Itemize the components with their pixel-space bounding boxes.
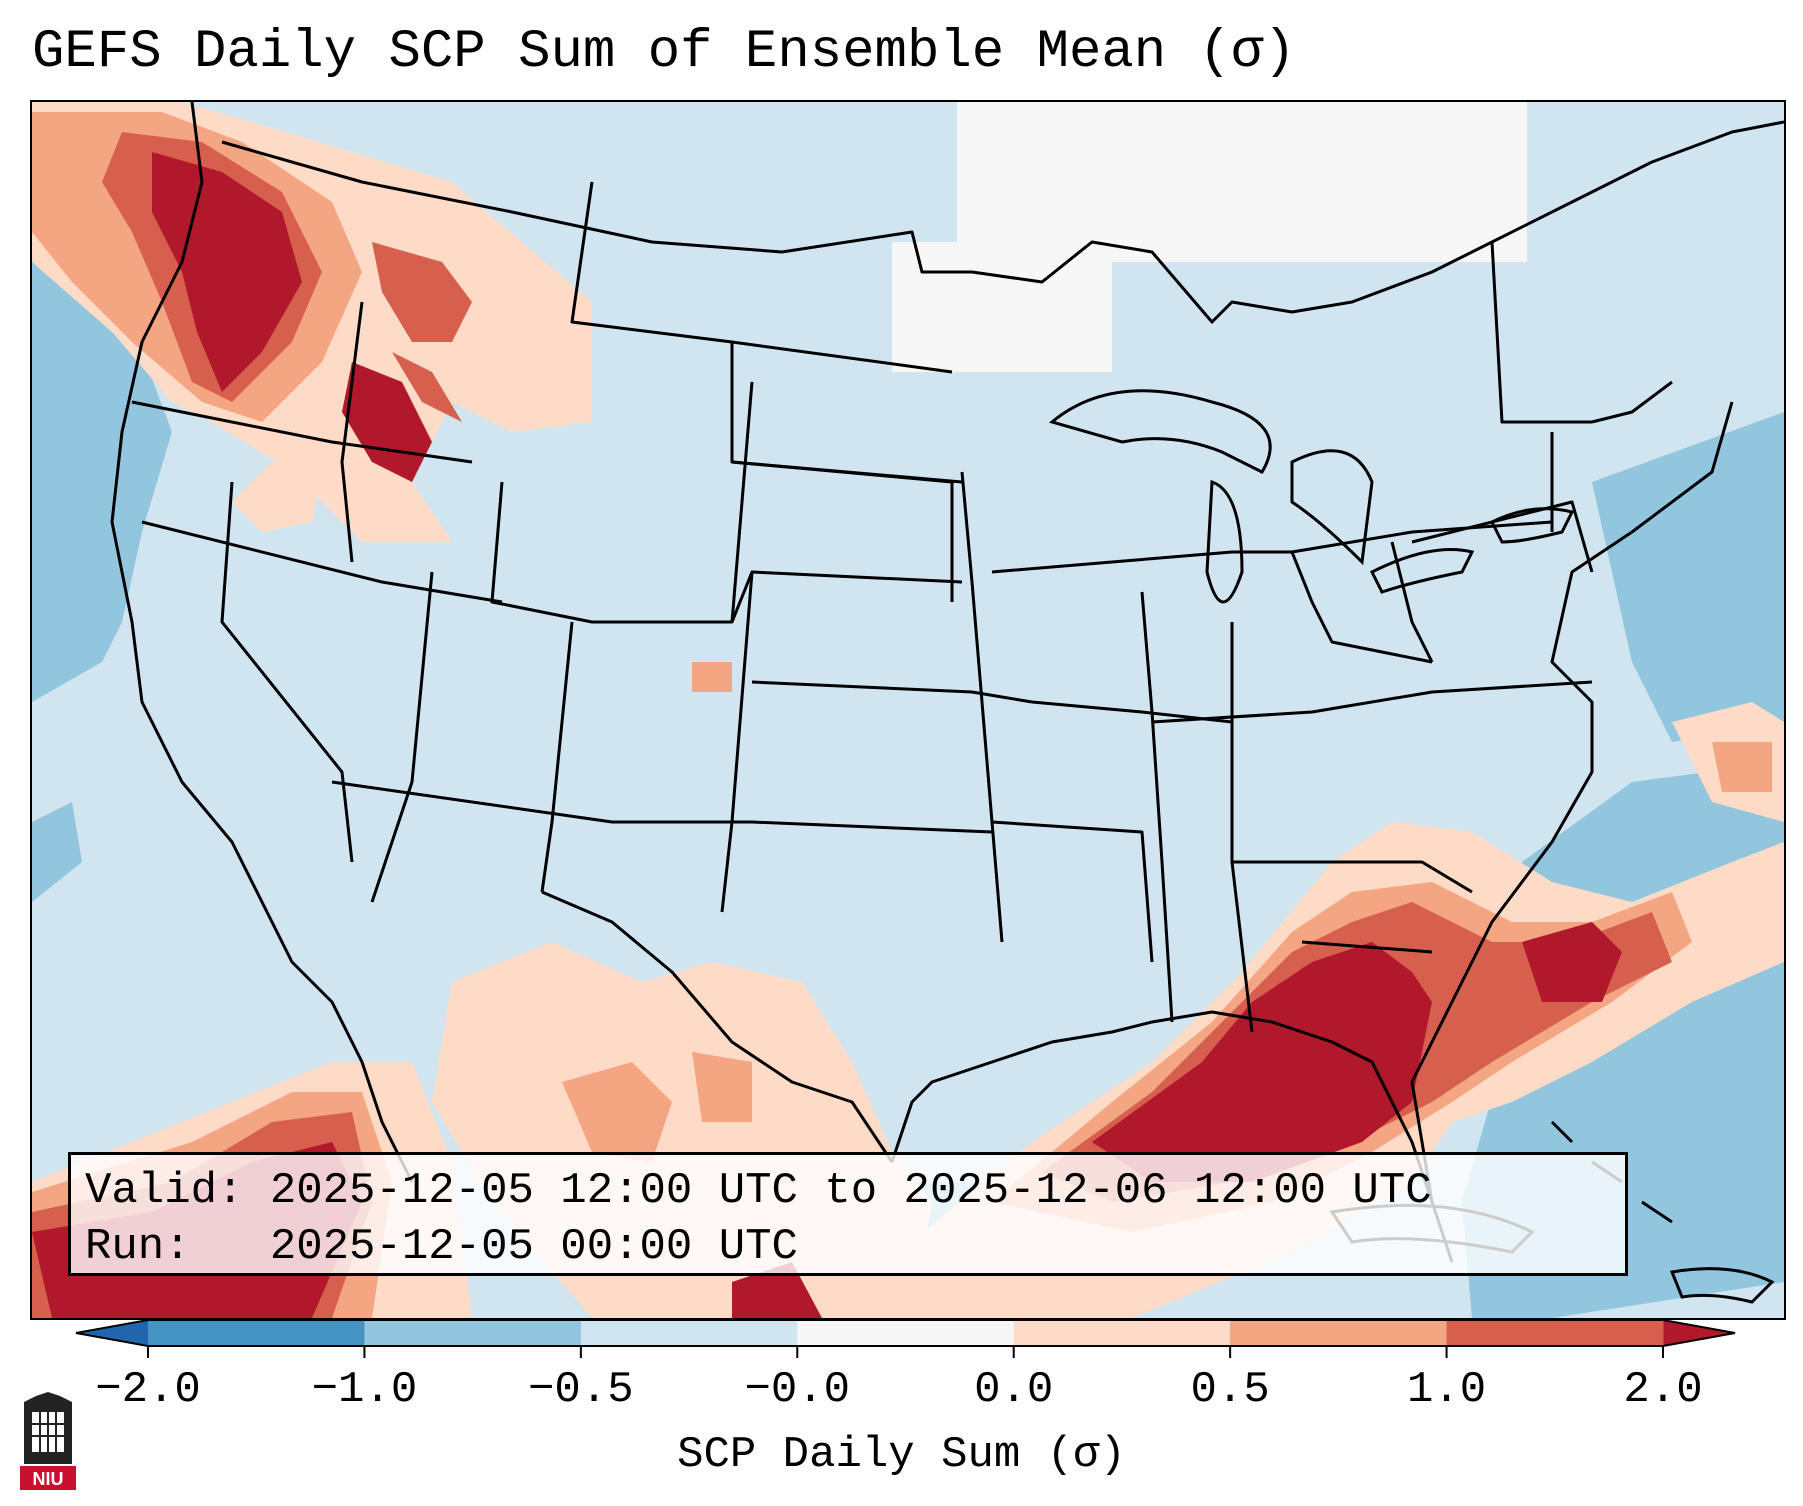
logo-text: NIU (33, 1469, 64, 1489)
map-panel[interactable] (30, 100, 1786, 1320)
neutral-field (892, 102, 1527, 372)
boundaries (110, 102, 1784, 1263)
colorbar-bin (1446, 1320, 1664, 1346)
colorbar-tick-label: 0.0 (974, 1365, 1054, 1415)
info-box: Valid: 2025-12-05 12:00 UTC to 2025-12-0… (68, 1152, 1628, 1276)
colorbar-tick-label: 1.0 (1406, 1365, 1487, 1415)
colorbar-bin (797, 1320, 1015, 1346)
colorbar-over-arrow (1663, 1320, 1735, 1346)
colorbar-bin (1230, 1320, 1448, 1346)
colorbar-bins (75, 1319, 1736, 1347)
valid-value: 2025-12-05 12:00 UTC to 2025-12-06 12:00… (269, 1166, 1432, 1216)
colorbar-tick-label: −1.0 (311, 1365, 418, 1415)
great-lakes (1048, 389, 1575, 604)
run-value: 2025-12-05 00:00 UTC (269, 1222, 798, 1272)
colorbar-tick-label: 0.5 (1190, 1365, 1270, 1415)
colorbar-bin (148, 1320, 365, 1346)
colorbar-tick-label: 2.0 (1623, 1365, 1703, 1415)
map-title: GEFS Daily SCP Sum of Ensemble Mean (σ) (32, 22, 1296, 83)
nw-severe-field (32, 102, 592, 542)
valid-label: Valid: (85, 1166, 244, 1216)
colorbar-bin (364, 1320, 582, 1346)
colorbar-label: SCP Daily Sum (σ) (677, 1430, 1126, 1480)
gulf-severe-field (892, 702, 1784, 1318)
colorbar-under-arrow (76, 1320, 148, 1346)
colorbar-tick-label: −0.0 (744, 1365, 851, 1415)
colorbar-tick-label: −0.5 (528, 1365, 634, 1415)
map-canvas (32, 102, 1784, 1318)
colorbar-outline (75, 1319, 1736, 1347)
run-label: Run: (85, 1222, 191, 1272)
colorbar-ticks (147, 1346, 1664, 1358)
colorbar-tick-label: −2.0 (95, 1365, 201, 1415)
colorbar-bin (1013, 1320, 1231, 1346)
colorbar-bin (580, 1320, 798, 1346)
niu-logo-icon: NIU (20, 1392, 76, 1490)
